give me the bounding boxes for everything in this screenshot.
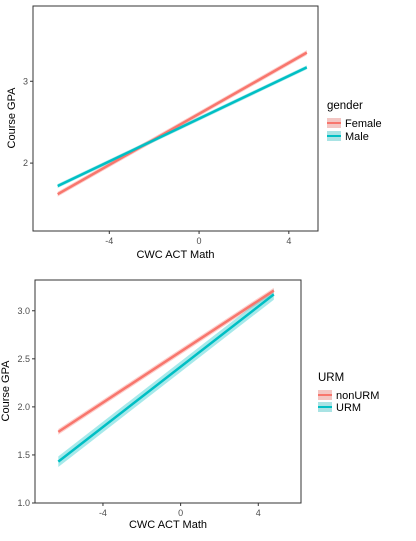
x-axis-title: CWC ACT Math [129,519,207,531]
x-axis-title: CWC ACT Math [136,249,214,261]
legend-label-urm: URM [336,402,361,414]
series-line-urm [57,293,275,463]
y-tick-label: 3 [23,76,28,86]
legend-gender: gender Female Male [327,100,382,143]
x-tick-label: -4 [105,236,113,246]
legend-label-nonurm: nonURM [336,390,379,402]
plot-area-border [32,5,319,232]
x-tick-label: 0 [178,508,183,518]
y-axis-title: Course GPA [0,360,12,422]
y-tick-label: 1.5 [17,450,30,460]
x-tick-label: 0 [197,236,202,246]
legend-label-female: Female [345,118,382,130]
x-tick-label: 4 [286,236,291,246]
plot-area-border [34,279,302,504]
legend-title: gender [327,100,363,112]
y-axis-title: Course GPA [6,87,18,149]
x-tick-label: 4 [256,508,261,518]
y-tick-label: 3.0 [17,306,30,316]
legend-label-male: Male [345,131,369,143]
legend-urm: URM nonURM URM [318,372,379,414]
series-line-nonurm [57,289,275,433]
y-tick-label: 2 [23,158,28,168]
chart-panel-urm: -4 0 4 1.0 1.5 2.0 2.5 3.0 CWC ACT Math Course… [0,279,379,531]
x-tick-label: -4 [99,508,107,518]
series-line-male [57,66,308,188]
series-line-female [57,51,308,196]
y-tick-label: 2.5 [17,354,30,364]
y-tick-label: 2.0 [17,402,30,412]
y-tick-label: 1.0 [17,498,30,508]
chart-panel-gender: -4 0 4 2 3 CWC ACT Math Course GPA gender F… [6,5,382,261]
legend-title: URM [318,372,344,384]
